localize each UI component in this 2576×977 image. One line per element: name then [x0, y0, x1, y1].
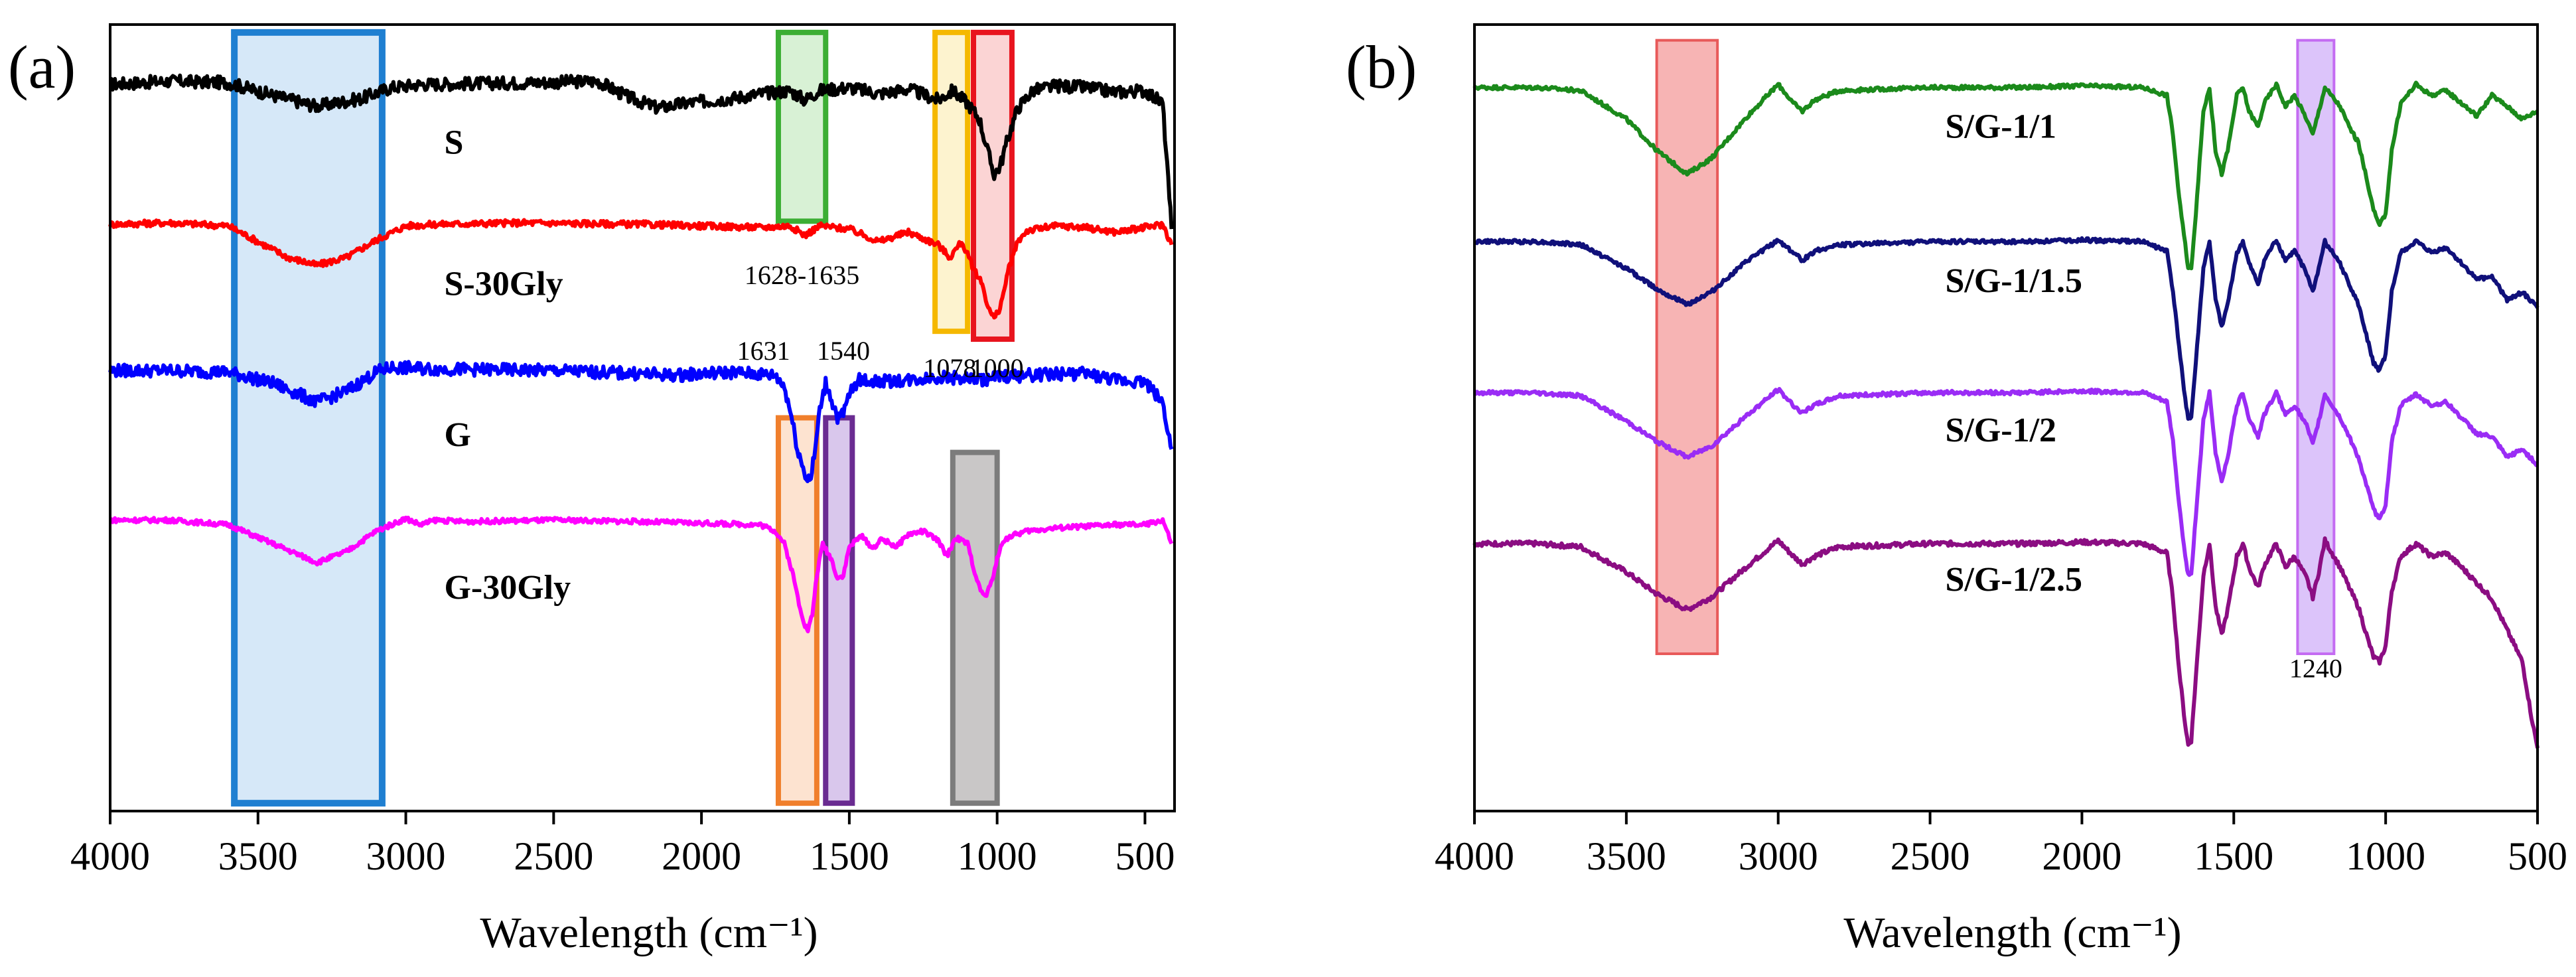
series-label-s-g-1-1: S/G-1/1 [1945, 108, 2056, 146]
highlight-box-3 [932, 29, 971, 335]
series-label-s: S [444, 123, 463, 161]
x-tick-label: 1500 [2194, 834, 2273, 878]
series-label-g: G [444, 416, 470, 454]
series-line-s-g-1-1 [1472, 80, 2540, 271]
highlight-box-6 [823, 415, 855, 806]
x-tick-label: 2500 [1891, 834, 1970, 878]
x-tick-label: 1000 [958, 834, 1037, 878]
x-axis-title: Wavelength (cm⁻¹) [1843, 909, 2181, 957]
plot-frame [1473, 23, 2539, 812]
peak-annotation: 1540 [817, 336, 870, 366]
series-line-s-g-1-1-5 [1473, 236, 2540, 421]
x-tick-label: 2000 [662, 834, 741, 878]
highlight-box-1 [1655, 38, 1719, 655]
peak-annotation: 1000 [971, 353, 1024, 383]
series-line-s-g-1-2-5 [1472, 536, 2540, 749]
x-tick-label: 3000 [1739, 834, 1818, 878]
peak-annotation: 1078 [923, 353, 976, 383]
highlight-box-1 [231, 29, 386, 807]
x-tick-label: 3500 [218, 834, 298, 878]
x-tick-label: 3500 [1587, 834, 1666, 878]
series-line-s-30gly [108, 218, 1174, 320]
x-tick-label: 2500 [514, 834, 593, 878]
x-tick-label: 3000 [366, 834, 446, 878]
series-label-s-g-1-2-5: S/G-1/2.5 [1945, 561, 2082, 599]
peak-annotation: 1240 [2289, 654, 2342, 684]
series-label-s-g-1-2: S/G-1/2 [1945, 412, 2056, 449]
series-label-s-30gly: S-30Gly [444, 265, 563, 303]
x-tick-label: 500 [1115, 834, 1175, 878]
x-tick-label: 2000 [2042, 834, 2121, 878]
x-tick-label: 4000 [1435, 834, 1514, 878]
x-tick-label: 1000 [2346, 834, 2425, 878]
peak-annotation: 1631 [737, 336, 790, 366]
panel-label: (a) [8, 33, 76, 101]
series-line-g [108, 360, 1174, 483]
series-label-s-g-1-1-5: S/G-1/1.5 [1945, 262, 2082, 300]
highlight-box-2 [775, 29, 829, 224]
highlight-box-5 [775, 415, 820, 806]
x-tick-label: 4000 [70, 834, 150, 878]
series-line-g-30gly [109, 515, 1174, 634]
highlight-box-7 [950, 449, 1000, 806]
plot-frame [109, 23, 1176, 812]
panel-a: 4000 3500 3000 2500 2000 1500 1000 500 Wavelengt… [8, 23, 1176, 957]
x-axis-title: Wavelength (cm⁻¹) [480, 909, 818, 957]
panel-label: (b) [1346, 33, 1417, 101]
x-tick-label: 500 [2508, 834, 2567, 878]
peak-annotation: 1628-1635 [745, 260, 859, 290]
series-line-s [109, 73, 1174, 230]
highlight-box-4 [971, 29, 1015, 342]
x-tick-label: 1500 [810, 834, 889, 878]
series-label-g-30gly: G-30Gly [444, 569, 571, 607]
panel-b: 4000 3500 3000 2500 2000 1500 1000 500 Wavelengt… [1346, 23, 2567, 957]
series-line-s-g-1-2 [1473, 387, 2539, 577]
highlight-box-2 [2296, 38, 2336, 655]
